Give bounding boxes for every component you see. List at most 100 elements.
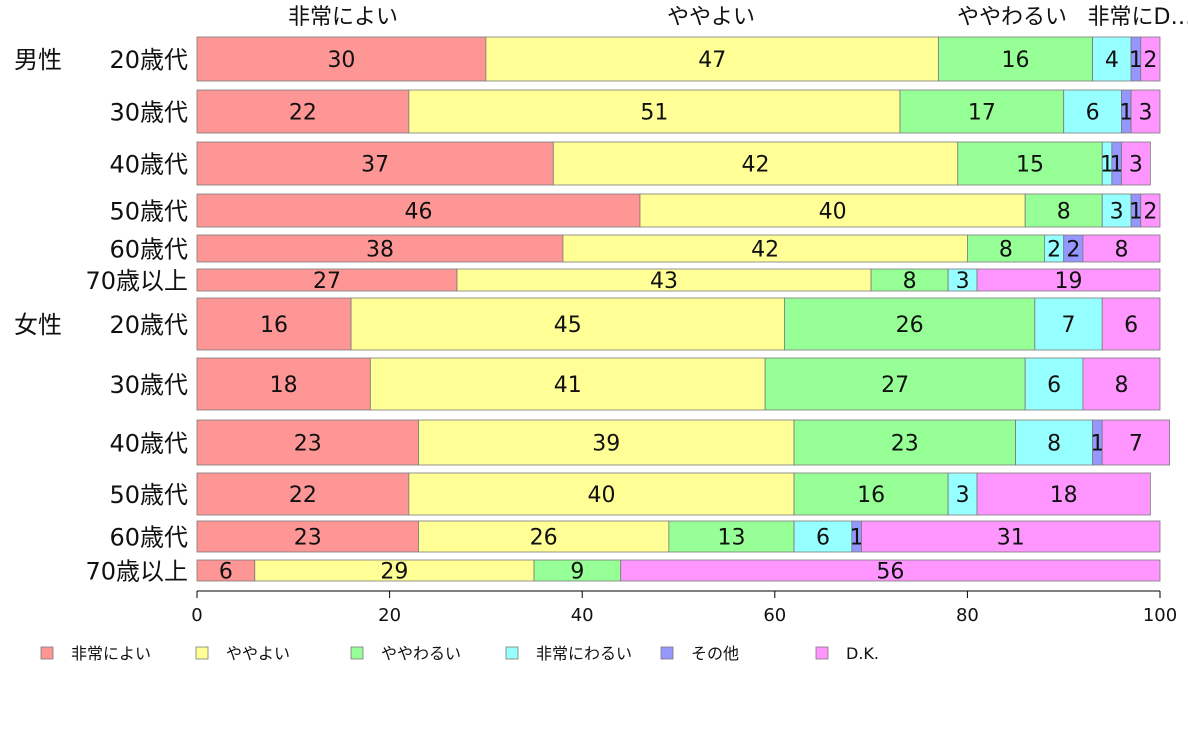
data-label: 3 <box>1129 153 1143 178</box>
data-label: 30 <box>327 48 355 73</box>
bar-segment <box>196 297 352 351</box>
legend-label: その他 <box>691 644 739 663</box>
data-label: 39 <box>592 432 620 457</box>
data-label: 41 <box>554 373 582 398</box>
row-label: 40歳代 <box>109 151 188 179</box>
bar-row-1-1: 18 41 27 6 8 <box>196 357 1161 411</box>
data-label: 18 <box>270 373 298 398</box>
bar-segment <box>1024 357 1084 411</box>
data-label: 1 <box>1100 153 1114 178</box>
row-label: 30歳代 <box>109 371 188 399</box>
row-label: 20歳代 <box>109 311 188 339</box>
data-label: 6 <box>1047 373 1061 398</box>
data-label: 31 <box>997 526 1025 551</box>
legend-swatch <box>350 646 364 660</box>
x-tick-label: 40 <box>571 605 594 626</box>
top-label-2: ややわるい <box>957 5 1067 30</box>
data-label: 6 <box>1086 101 1100 126</box>
data-label: 7 <box>1062 313 1076 338</box>
bar-segment <box>350 297 785 351</box>
data-label: 16 <box>260 313 288 338</box>
row-label: 50歳代 <box>109 481 188 509</box>
row-label: 20歳代 <box>109 46 188 74</box>
legend-item: D.K. <box>815 644 879 663</box>
data-label: 3 <box>1110 200 1124 225</box>
data-label: 15 <box>1016 153 1044 178</box>
data-label: 3 <box>956 269 970 294</box>
data-label: 6 <box>1124 313 1138 338</box>
legend-swatch <box>815 646 829 660</box>
bar-segment <box>793 472 949 516</box>
bar-row-0-2: 37 42 15 11 3 <box>196 141 1151 186</box>
data-label: 1 <box>1090 432 1104 457</box>
row-label: 50歳代 <box>109 198 188 226</box>
bar-segment <box>793 520 853 553</box>
row-label: 70歳以上 <box>85 267 188 295</box>
row-label: 40歳代 <box>109 430 188 458</box>
data-label: 2 <box>1143 200 1157 225</box>
legend-label: ややよい <box>226 644 290 663</box>
bar-segment <box>957 141 1103 186</box>
data-label: 3 <box>956 483 970 508</box>
bar-segment <box>1130 89 1161 134</box>
bar-segment <box>196 193 641 228</box>
bar-segment <box>1082 357 1161 411</box>
bar-segment <box>552 141 959 186</box>
bar-segment <box>562 234 968 263</box>
data-label: 18 <box>1050 483 1078 508</box>
bar-segment <box>196 234 564 263</box>
bar-segment <box>1140 36 1161 82</box>
legend-swatch <box>40 646 54 660</box>
bar-row-0-0: 30 47 16 4 1 2 <box>196 36 1161 82</box>
data-label: 9 <box>570 560 584 585</box>
row-label: 30歳代 <box>109 99 188 127</box>
bar-row-0-3: 46 40 8 3 1 2 <box>196 193 1161 228</box>
top-category-labels: 非常によい ややよい ややわるい 非常にD… <box>288 5 1188 30</box>
legend-swatch <box>195 646 209 660</box>
data-label: 47 <box>698 48 726 73</box>
data-label: 1 <box>1119 101 1133 126</box>
data-label: 16 <box>857 483 885 508</box>
bar-segment <box>976 268 1161 292</box>
x-tick-label: 100 <box>1143 605 1177 626</box>
data-label: 8 <box>1057 200 1071 225</box>
bar-segment <box>196 520 419 553</box>
legend-label: ややわるい <box>381 644 461 663</box>
bar-segment <box>1101 297 1161 351</box>
data-label: 43 <box>650 269 678 294</box>
data-label: 42 <box>751 238 779 263</box>
data-label: 6 <box>219 560 233 585</box>
row-label: 60歳代 <box>109 524 188 552</box>
data-label: 8 <box>1114 238 1128 263</box>
data-label: 37 <box>361 153 389 178</box>
bar-segment <box>1101 193 1132 228</box>
data-label: 23 <box>294 526 322 551</box>
legend-swatch <box>660 646 674 660</box>
bar-segment <box>899 89 1065 134</box>
data-label: 16 <box>1002 48 1030 73</box>
bar-segment <box>196 357 371 411</box>
legend-item: ややよい <box>195 644 290 663</box>
data-label: 13 <box>717 526 745 551</box>
group-label: 男性 <box>14 46 62 74</box>
data-label: 19 <box>1055 269 1083 294</box>
data-label: 1 <box>1129 200 1143 225</box>
x-tick-label: 80 <box>956 605 979 626</box>
bar-segment <box>408 472 795 516</box>
data-label: 4 <box>1105 48 1119 73</box>
bar-segment <box>196 36 487 82</box>
legend-item: 非常にわるい <box>505 644 632 663</box>
bar-row-1-2: 23 39 23 8 1 7 <box>196 419 1171 466</box>
bar-segment <box>668 520 795 553</box>
bar-segment <box>861 520 1161 553</box>
legend-swatch <box>505 646 519 660</box>
data-label: 56 <box>876 560 904 585</box>
data-label: 23 <box>294 432 322 457</box>
data-label: 2 <box>1066 238 1080 263</box>
data-label: 46 <box>404 200 432 225</box>
data-label: 26 <box>530 526 558 551</box>
x-tick-label: 20 <box>378 605 401 626</box>
data-label: 42 <box>742 153 770 178</box>
bar-segment <box>793 419 1016 466</box>
bar-row-1-5: 6 29 9 56 <box>196 560 1161 585</box>
